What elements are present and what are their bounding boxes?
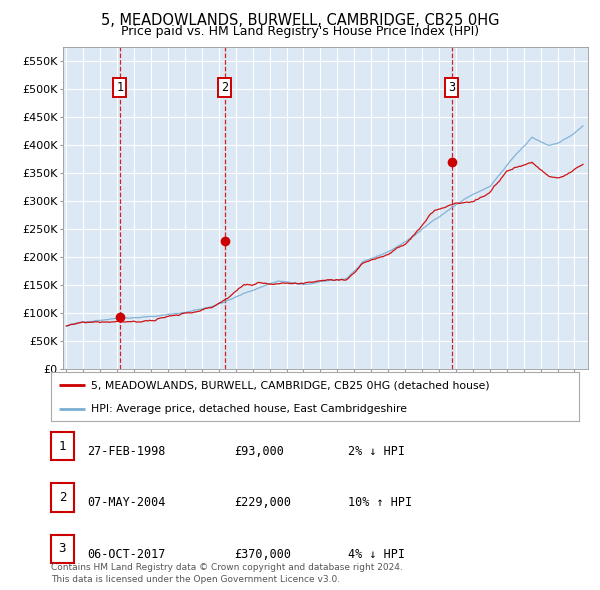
Text: 07-MAY-2004: 07-MAY-2004 <box>87 496 166 509</box>
Text: Price paid vs. HM Land Registry's House Price Index (HPI): Price paid vs. HM Land Registry's House … <box>121 25 479 38</box>
Text: 1: 1 <box>116 81 123 94</box>
Text: 1: 1 <box>59 440 66 453</box>
Text: £370,000: £370,000 <box>234 548 291 560</box>
Text: 3: 3 <box>59 542 66 555</box>
Text: 2% ↓ HPI: 2% ↓ HPI <box>348 445 405 458</box>
Text: £229,000: £229,000 <box>234 496 291 509</box>
Text: 5, MEADOWLANDS, BURWELL, CAMBRIDGE, CB25 0HG (detached house): 5, MEADOWLANDS, BURWELL, CAMBRIDGE, CB25… <box>91 381 489 391</box>
Text: 2: 2 <box>59 491 66 504</box>
Text: 06-OCT-2017: 06-OCT-2017 <box>87 548 166 560</box>
Text: 3: 3 <box>448 81 455 94</box>
Text: This data is licensed under the Open Government Licence v3.0.: This data is licensed under the Open Gov… <box>51 575 340 584</box>
Text: 2: 2 <box>221 81 228 94</box>
Text: 10% ↑ HPI: 10% ↑ HPI <box>348 496 412 509</box>
Text: 4% ↓ HPI: 4% ↓ HPI <box>348 548 405 560</box>
Text: HPI: Average price, detached house, East Cambridgeshire: HPI: Average price, detached house, East… <box>91 404 407 414</box>
Text: 27-FEB-1998: 27-FEB-1998 <box>87 445 166 458</box>
Text: Contains HM Land Registry data © Crown copyright and database right 2024.: Contains HM Land Registry data © Crown c… <box>51 563 403 572</box>
Text: £93,000: £93,000 <box>234 445 284 458</box>
Text: 5, MEADOWLANDS, BURWELL, CAMBRIDGE, CB25 0HG: 5, MEADOWLANDS, BURWELL, CAMBRIDGE, CB25… <box>101 13 499 28</box>
